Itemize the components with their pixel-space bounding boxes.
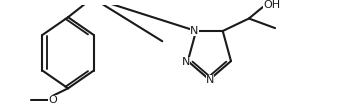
Text: N: N bbox=[182, 57, 190, 67]
Text: OH: OH bbox=[263, 0, 280, 10]
Text: N: N bbox=[190, 26, 199, 35]
Text: N: N bbox=[206, 75, 214, 85]
Text: O: O bbox=[48, 95, 57, 105]
